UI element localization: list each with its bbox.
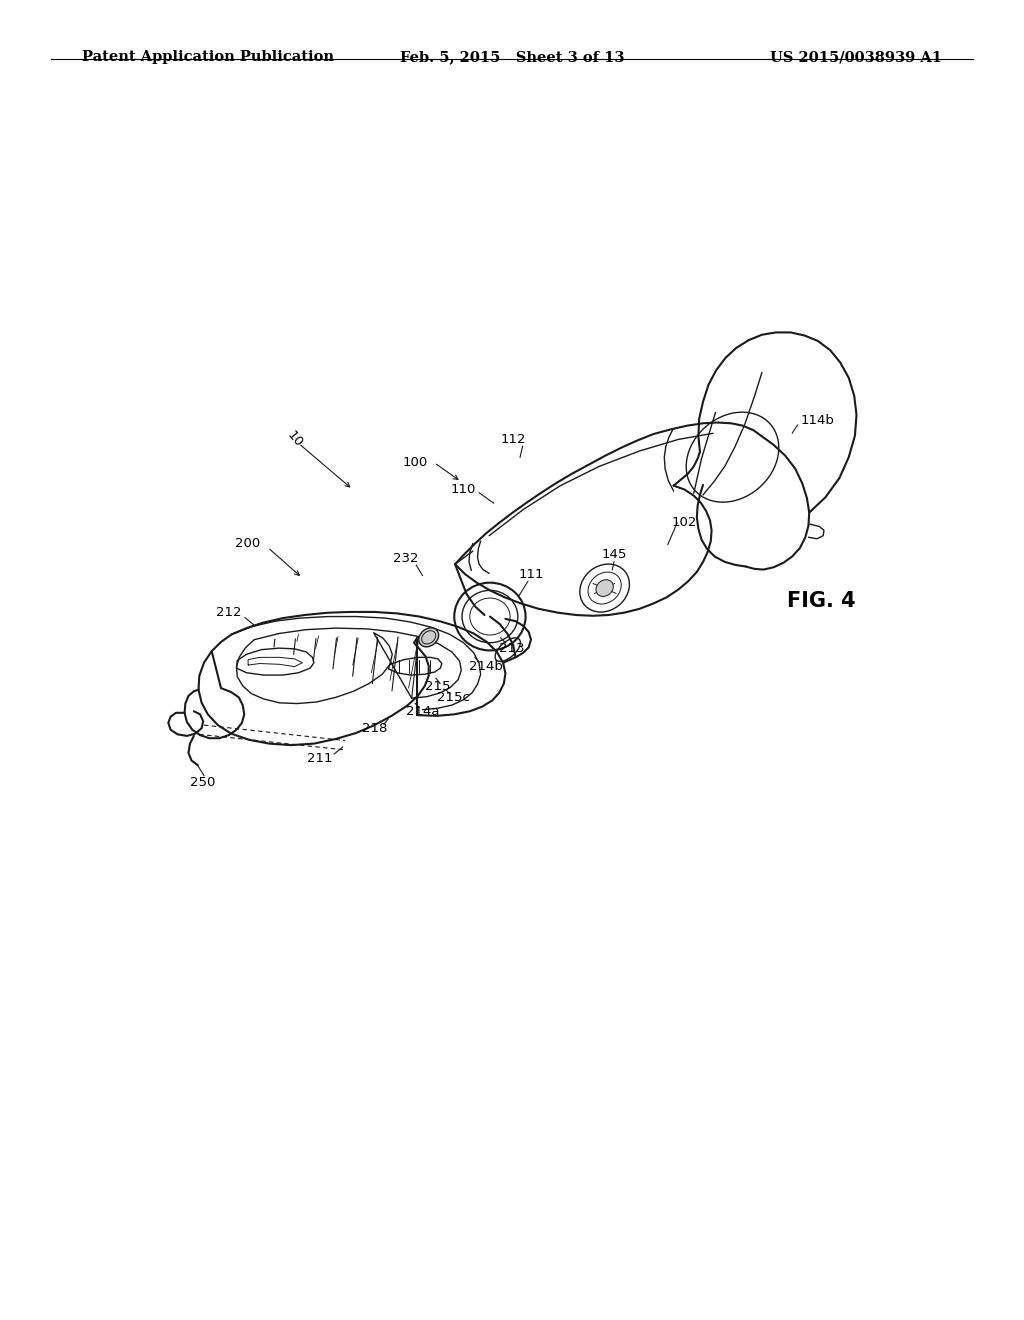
Text: 213: 213 bbox=[499, 642, 524, 655]
Text: 214b: 214b bbox=[469, 660, 503, 673]
Text: FIG. 4: FIG. 4 bbox=[786, 590, 855, 611]
Text: Feb. 5, 2015   Sheet 3 of 13: Feb. 5, 2015 Sheet 3 of 13 bbox=[399, 50, 625, 65]
Text: 102: 102 bbox=[672, 516, 697, 529]
Text: 211: 211 bbox=[307, 752, 333, 766]
Text: 10: 10 bbox=[285, 429, 305, 450]
Ellipse shape bbox=[419, 628, 438, 647]
Text: 200: 200 bbox=[236, 537, 261, 550]
Text: 114b: 114b bbox=[801, 413, 835, 426]
Text: 212: 212 bbox=[216, 606, 242, 619]
Text: 215: 215 bbox=[425, 680, 451, 693]
Text: 111: 111 bbox=[518, 568, 544, 581]
Text: 112: 112 bbox=[501, 433, 526, 446]
Text: 218: 218 bbox=[361, 722, 387, 735]
Text: 250: 250 bbox=[189, 776, 215, 788]
Text: 215c: 215c bbox=[437, 690, 470, 704]
Ellipse shape bbox=[596, 579, 613, 597]
Text: 100: 100 bbox=[402, 455, 427, 469]
Text: 110: 110 bbox=[451, 483, 475, 496]
Text: 145: 145 bbox=[602, 548, 628, 561]
Text: Patent Application Publication: Patent Application Publication bbox=[82, 50, 334, 65]
Text: US 2015/0038939 A1: US 2015/0038939 A1 bbox=[770, 50, 942, 65]
Text: 214a: 214a bbox=[406, 705, 439, 718]
Text: 232: 232 bbox=[392, 552, 418, 565]
